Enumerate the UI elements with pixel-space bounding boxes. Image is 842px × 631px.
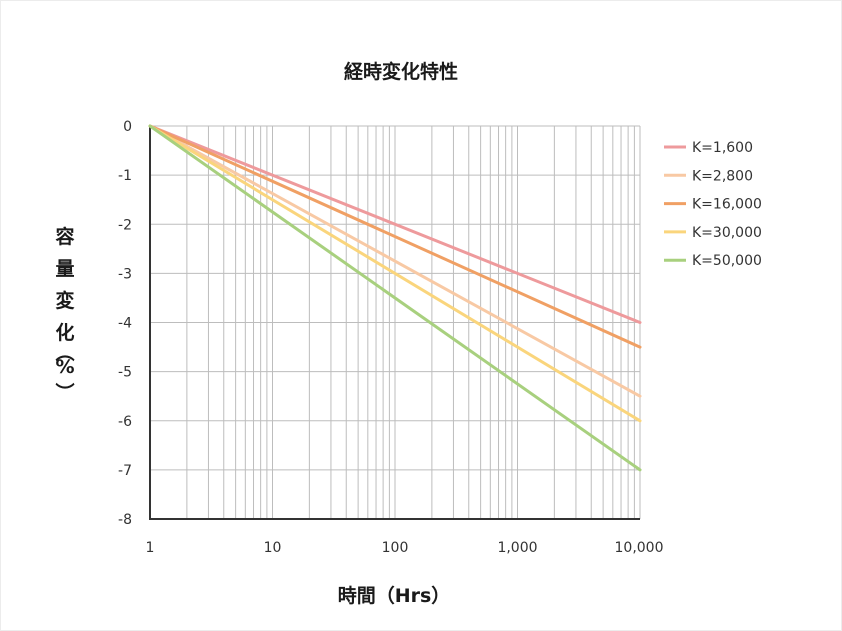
- axes: [149, 126, 640, 520]
- x-tick-label: 1,000: [497, 540, 537, 556]
- y-tick-label: -5: [118, 365, 132, 381]
- x-tick-label: 100: [382, 540, 409, 556]
- chart-title: 経時変化特性: [344, 60, 458, 83]
- legend-label: K=50,000: [692, 253, 762, 269]
- y-tick-label: -3: [118, 266, 132, 282]
- y-axis-label-glyph: 変: [55, 289, 74, 312]
- legend-label: K=1,600: [692, 140, 753, 156]
- legend: K=1,600 K=2,800 K=16,000 K=30,000 K=50,000: [664, 140, 762, 269]
- series-line: [148, 124, 642, 398]
- y-axis-label-glyph: （: [53, 342, 76, 361]
- grid-lines: [150, 125, 641, 520]
- y-axis-label-glyph: 化: [55, 321, 74, 344]
- tick-labels: 0 -1 -2 -3 -4 -5 -6 -7 -8 1 10 100 1,000 10,000: [118, 119, 663, 556]
- x-axis-label: 時間（Hrs）: [338, 584, 451, 607]
- series-line: [148, 124, 642, 324]
- y-tick-label: -4: [118, 316, 132, 332]
- y-axis-label-glyph: 容: [55, 225, 74, 248]
- series-lines: [148, 124, 642, 472]
- series-line: [148, 124, 642, 472]
- legend-label: K=30,000: [692, 225, 762, 241]
- legend-label: K=16,000: [692, 197, 762, 213]
- x-tick-label: 1: [146, 540, 155, 556]
- y-tick-label: -7: [118, 463, 132, 479]
- series-line: [148, 124, 642, 349]
- x-tick-label: 10,000: [615, 540, 664, 556]
- y-tick-label: -1: [118, 168, 132, 184]
- y-tick-label: -6: [118, 414, 132, 430]
- y-tick-label: -2: [118, 217, 132, 233]
- series-line: [148, 124, 642, 423]
- legend-label: K=2,800: [692, 168, 753, 184]
- x-tick-label: 10: [264, 540, 282, 556]
- y-axis-label-glyph: 量: [55, 258, 74, 280]
- y-axis-label-glyph: ）: [53, 382, 76, 401]
- y-tick-label: 0: [123, 119, 132, 135]
- y-axis-label-glyph: %: [55, 356, 74, 378]
- y-tick-label: -8: [118, 512, 132, 528]
